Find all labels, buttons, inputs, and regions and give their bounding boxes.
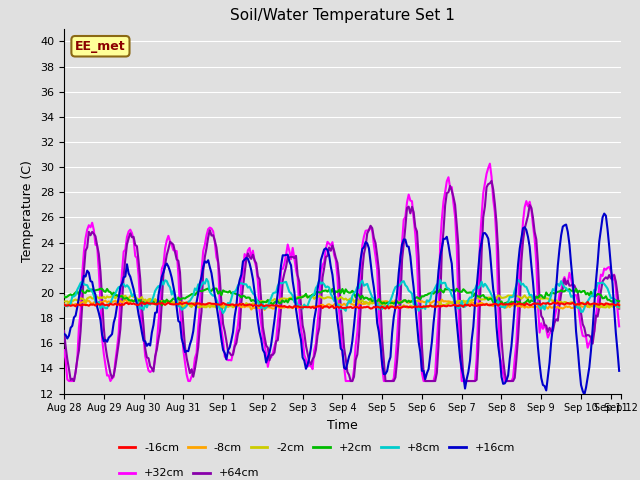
-16cm xyxy=(226,302,234,308)
+16cm xyxy=(60,331,68,337)
+2cm xyxy=(229,289,237,295)
Title: Soil/Water Temperature Set 1: Soil/Water Temperature Set 1 xyxy=(230,9,455,24)
-2cm xyxy=(418,305,426,311)
-16cm xyxy=(615,302,623,308)
+16cm xyxy=(521,224,529,230)
+32cm xyxy=(65,378,73,384)
+32cm xyxy=(486,161,493,167)
-2cm xyxy=(67,298,74,303)
+32cm xyxy=(228,358,236,363)
X-axis label: Time: Time xyxy=(327,419,358,432)
Legend: +32cm, +64cm: +32cm, +64cm xyxy=(114,464,264,480)
+8cm xyxy=(183,303,191,309)
+32cm xyxy=(518,244,525,250)
+8cm xyxy=(524,288,532,294)
-2cm xyxy=(226,303,234,309)
+64cm xyxy=(615,306,623,312)
Line: +2cm: +2cm xyxy=(64,288,619,305)
+8cm xyxy=(229,289,237,295)
Text: EE_met: EE_met xyxy=(75,40,126,53)
+2cm xyxy=(518,301,525,307)
-16cm xyxy=(584,299,591,305)
Line: +64cm: +64cm xyxy=(64,181,619,381)
-8cm xyxy=(226,303,234,309)
-2cm xyxy=(524,295,532,301)
+32cm xyxy=(373,266,381,272)
-16cm xyxy=(372,305,380,311)
-16cm xyxy=(522,300,530,306)
+16cm xyxy=(67,325,74,331)
+32cm xyxy=(184,378,192,384)
-16cm xyxy=(67,303,74,309)
Y-axis label: Temperature (C): Temperature (C) xyxy=(22,160,35,262)
+64cm xyxy=(228,352,236,358)
+2cm xyxy=(158,302,166,308)
+8cm xyxy=(60,303,68,309)
-2cm xyxy=(372,299,380,305)
-8cm xyxy=(373,298,381,304)
+2cm xyxy=(375,296,383,302)
-8cm xyxy=(524,304,532,310)
-16cm xyxy=(183,300,191,306)
+2cm xyxy=(211,286,219,291)
+64cm xyxy=(60,328,68,334)
+64cm xyxy=(518,259,525,264)
-8cm xyxy=(438,297,445,302)
+8cm xyxy=(375,306,383,312)
-16cm xyxy=(516,300,524,306)
+16cm xyxy=(226,345,234,350)
+32cm xyxy=(524,204,532,209)
+16cm xyxy=(514,262,522,267)
+2cm xyxy=(184,293,192,299)
Line: +8cm: +8cm xyxy=(64,279,619,313)
Line: -8cm: -8cm xyxy=(64,300,619,310)
+8cm xyxy=(203,276,211,282)
-8cm xyxy=(67,300,74,305)
+32cm xyxy=(68,378,76,384)
+8cm xyxy=(615,303,623,309)
-2cm xyxy=(183,302,191,308)
-16cm xyxy=(60,301,68,307)
+64cm xyxy=(70,378,78,384)
-2cm xyxy=(521,292,529,298)
+32cm xyxy=(60,347,68,353)
+16cm xyxy=(183,348,191,354)
+16cm xyxy=(372,299,380,305)
-8cm xyxy=(60,301,68,307)
+8cm xyxy=(220,310,227,316)
-8cm xyxy=(260,307,268,313)
+8cm xyxy=(518,282,525,288)
+32cm xyxy=(615,324,623,329)
-16cm xyxy=(381,306,389,312)
+16cm xyxy=(615,368,623,374)
-8cm xyxy=(518,304,525,310)
+64cm xyxy=(488,178,495,184)
+64cm xyxy=(524,213,532,219)
+2cm xyxy=(60,293,68,299)
+64cm xyxy=(67,377,74,383)
Line: -16cm: -16cm xyxy=(64,302,619,309)
+2cm xyxy=(615,298,623,304)
Line: -2cm: -2cm xyxy=(64,295,619,308)
-2cm xyxy=(60,299,68,304)
-8cm xyxy=(615,301,623,307)
-8cm xyxy=(183,300,191,305)
+2cm xyxy=(67,291,74,297)
+64cm xyxy=(184,363,192,369)
-2cm xyxy=(516,294,524,300)
-2cm xyxy=(615,305,623,311)
+8cm xyxy=(67,301,74,307)
Line: +16cm: +16cm xyxy=(64,214,619,395)
+64cm xyxy=(373,253,381,259)
+16cm xyxy=(600,211,608,216)
Line: +32cm: +32cm xyxy=(64,164,619,381)
+16cm xyxy=(580,392,588,397)
+2cm xyxy=(524,297,532,302)
